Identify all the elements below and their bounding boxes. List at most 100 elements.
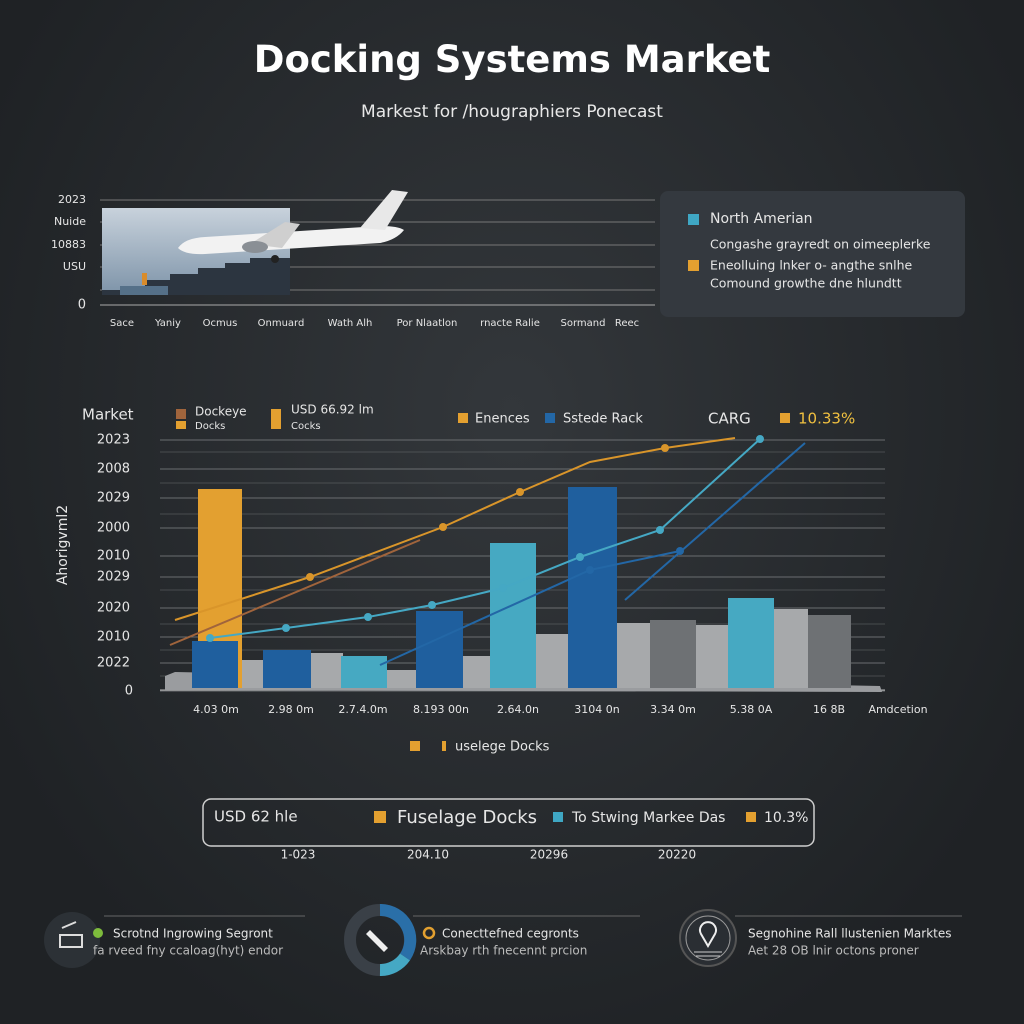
y-label: 2010 xyxy=(97,630,130,645)
point xyxy=(676,547,684,555)
legend-swatch xyxy=(780,413,790,423)
bar xyxy=(617,623,650,688)
legend-label: Cocks xyxy=(291,421,321,432)
bars xyxy=(192,487,851,688)
y-label: 0 xyxy=(78,298,86,313)
bar xyxy=(536,634,568,688)
footer-title: Conecttefned cegronts xyxy=(442,927,579,941)
x-label: 2.98 0m xyxy=(268,703,314,716)
bar xyxy=(650,620,696,688)
bar xyxy=(311,653,343,688)
legend-swatch xyxy=(410,741,420,751)
point xyxy=(282,624,290,632)
x-label: rnacte Ralie xyxy=(480,318,540,329)
bar xyxy=(568,487,617,688)
steps xyxy=(102,258,290,295)
summary-box xyxy=(202,798,815,847)
x-label: Sace xyxy=(110,318,134,329)
y-label: 2029 xyxy=(97,491,130,506)
summary-label: Fuselage Docks xyxy=(397,807,537,828)
legend-box xyxy=(660,191,965,317)
y-label: USU xyxy=(63,260,86,273)
bar xyxy=(808,615,851,688)
x-label: 3.34 0m xyxy=(650,703,696,716)
point xyxy=(306,573,314,581)
year-label: 1-023 xyxy=(281,848,316,862)
bar xyxy=(387,670,416,688)
point xyxy=(756,435,764,443)
x-label: 2.7.4.0m xyxy=(338,703,387,716)
x-label: Wath Alh xyxy=(328,318,373,329)
footer-text: Arskbay rth fnecennt prcion xyxy=(420,944,587,958)
y-label: 2010 xyxy=(97,549,130,564)
legend-swatch xyxy=(374,811,386,823)
legend-text: Comound growthe dne hlundtt xyxy=(710,276,902,291)
points xyxy=(206,435,764,642)
legend-swatch xyxy=(176,421,186,429)
x-label: 3104 0n xyxy=(574,703,619,716)
footer-icons xyxy=(44,903,962,977)
y-label: 2020 xyxy=(97,601,130,616)
y-label: 10883 xyxy=(51,238,86,251)
x-label: Por Nlaatlon xyxy=(397,318,458,329)
point xyxy=(656,526,664,534)
x-label: 5.38 0A xyxy=(730,703,773,716)
x-label: Yaniy xyxy=(154,318,181,329)
point xyxy=(661,444,669,452)
x-label: 2.64.0n xyxy=(497,703,539,716)
footer-title: Segnohine Rall llustenien Marktes xyxy=(748,927,952,941)
legend-swatch xyxy=(458,413,468,423)
airplane xyxy=(178,190,408,263)
footer-text: Aet 28 OB lnir octons proner xyxy=(748,944,919,958)
legend-swatch xyxy=(442,741,446,751)
point xyxy=(206,634,214,642)
point xyxy=(516,488,524,496)
bar xyxy=(490,543,536,688)
bar xyxy=(728,598,774,688)
summary-label: 10.3% xyxy=(764,810,808,826)
legend-swatch xyxy=(545,413,555,423)
legend-title: North Amerian xyxy=(710,211,813,227)
y-label: 2000 xyxy=(97,521,130,536)
legend-label: Sstede Rack xyxy=(563,412,643,427)
legend-swatch xyxy=(553,812,563,822)
point xyxy=(428,601,436,609)
x-label: Amdcetion xyxy=(868,703,927,716)
bar xyxy=(774,609,808,688)
marker xyxy=(142,273,147,285)
point xyxy=(586,566,594,574)
footer-title: Scrotnd Ingrowing Segront xyxy=(113,927,273,941)
bar xyxy=(696,625,728,688)
y-label: 2008 xyxy=(97,462,130,477)
legend-swatch xyxy=(688,260,699,271)
bar xyxy=(341,656,387,688)
title: Docking Systems Market xyxy=(253,38,771,81)
bar xyxy=(416,611,463,688)
legend-swatch xyxy=(176,409,186,419)
legend-swatch xyxy=(271,409,281,429)
point xyxy=(439,523,447,531)
x-label: 4.03 0m xyxy=(193,703,239,716)
y-label: Nuide xyxy=(54,215,86,228)
legend-label: uselege Docks xyxy=(455,740,550,755)
x-label: Onmuard xyxy=(258,318,305,329)
year-label: 20220 xyxy=(658,848,696,862)
legend-swatch xyxy=(746,812,756,822)
y-axis-title: Ahorigvml2 xyxy=(55,505,71,585)
point xyxy=(499,584,507,592)
chart-title: Market xyxy=(82,406,134,424)
x-label: Ocmus xyxy=(203,318,238,329)
x-label: Sormand xyxy=(561,318,606,329)
y-label: 0 xyxy=(125,684,133,699)
point xyxy=(576,553,584,561)
summary-label: USD 62 hle xyxy=(214,808,298,826)
y-label: 2029 xyxy=(97,570,130,585)
summary-label: To Stwing Markee Das xyxy=(571,810,725,826)
y-label: 2023 xyxy=(97,433,130,448)
legend-label: Dockeye xyxy=(195,405,247,419)
cagr-value: 10.33% xyxy=(798,410,855,428)
bar xyxy=(192,641,238,688)
cagr-label: CARG xyxy=(708,410,751,428)
